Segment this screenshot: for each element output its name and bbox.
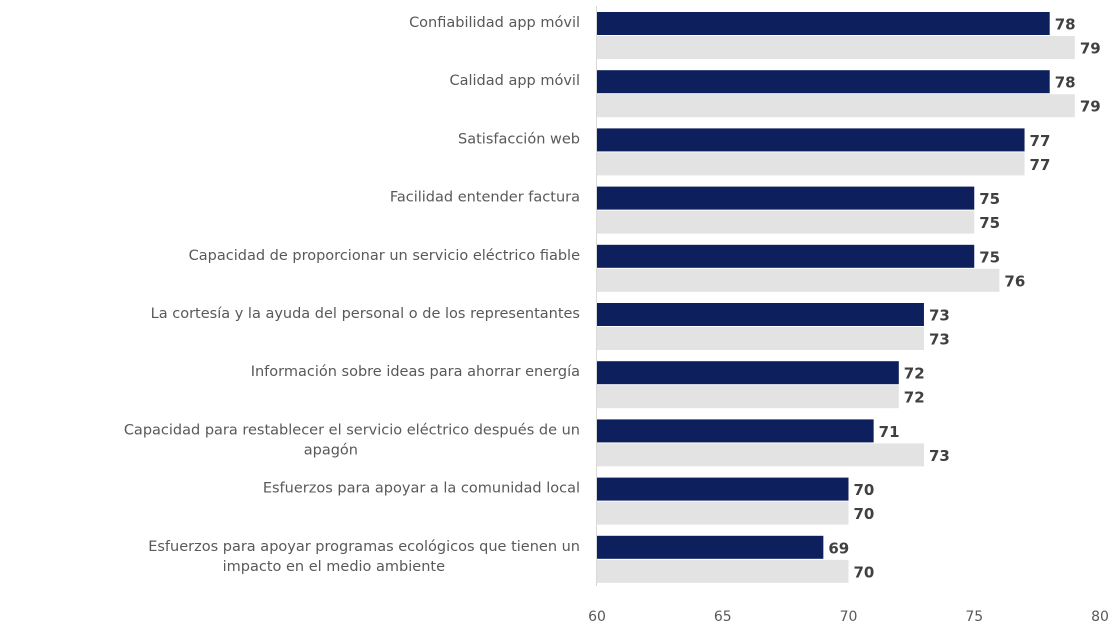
data-label: 72 (904, 389, 925, 407)
x-tick-label: 60 (588, 609, 606, 625)
data-label: 79 (1080, 40, 1101, 58)
bar-series-1 (597, 477, 849, 501)
data-label: 77 (1030, 156, 1051, 174)
data-label: 73 (929, 307, 950, 325)
category-label: Confiabilidad app móvil (409, 15, 580, 31)
data-label: 75 (979, 214, 1000, 232)
x-tick-label: 65 (714, 609, 732, 625)
category-label: Esfuerzos para apoyar a la comunidad loc… (263, 481, 580, 497)
x-tick-label: 70 (840, 609, 858, 625)
data-label: 70 (854, 563, 875, 581)
data-label: 70 (854, 481, 875, 499)
data-label: 73 (929, 447, 950, 465)
data-label: 71 (879, 423, 900, 441)
category-label: Calidad app móvil (449, 73, 580, 89)
bar-series-1 (597, 303, 924, 326)
data-label: 69 (828, 539, 849, 557)
data-label: 73 (929, 331, 950, 349)
category-label: Información sobre ideas para ahorrar ene… (251, 364, 580, 380)
data-label: 72 (904, 365, 925, 383)
data-label: 75 (979, 248, 1000, 266)
bars-layer (597, 12, 1075, 583)
data-label: 76 (1004, 272, 1025, 290)
x-tick-label: 80 (1091, 609, 1109, 625)
bar-series-2 (597, 210, 975, 234)
bar-series-2 (597, 36, 1075, 59)
x-axis: 60 65 70 75 80 (588, 6, 1109, 625)
category-label: Capacidad para restablecer el servicio e… (124, 422, 580, 458)
data-label: 78 (1055, 74, 1076, 92)
bar-series-1 (597, 186, 975, 210)
bar-series-2 (597, 559, 849, 583)
category-label: Capacidad de proporcionar un servicio el… (189, 248, 580, 264)
data-label: 77 (1030, 132, 1051, 150)
bar-series-1 (597, 361, 899, 385)
category-labels: Confiabilidad app móvil Calidad app móvil… (124, 15, 580, 575)
bar-series-2 (597, 501, 849, 525)
x-tick-label: 75 (965, 609, 983, 625)
data-label: 78 (1055, 16, 1076, 34)
bar-series-2 (597, 385, 899, 409)
data-label: 79 (1080, 98, 1101, 116)
category-label: Satisfacción web (458, 131, 580, 147)
bar-series-2 (597, 443, 924, 467)
bar-series-1 (597, 12, 1050, 35)
bar-series-2 (597, 94, 1075, 118)
data-label: 75 (979, 190, 1000, 208)
category-label: Esfuerzos para apoyar programas ecológic… (148, 539, 580, 575)
bar-series-1 (597, 535, 824, 559)
category-label: La cortesía y la ayuda del personal o de… (151, 306, 580, 322)
data-label: 70 (854, 505, 875, 523)
bar-series-2 (597, 152, 1025, 176)
category-label: Facilidad entender factura (390, 190, 580, 206)
bar-series-2 (597, 327, 924, 350)
bar-series-2 (597, 268, 1000, 292)
bar-series-1 (597, 419, 874, 443)
bar-series-1 (597, 244, 975, 268)
bar-series-1 (597, 70, 1050, 94)
bar-series-1 (597, 128, 1025, 152)
